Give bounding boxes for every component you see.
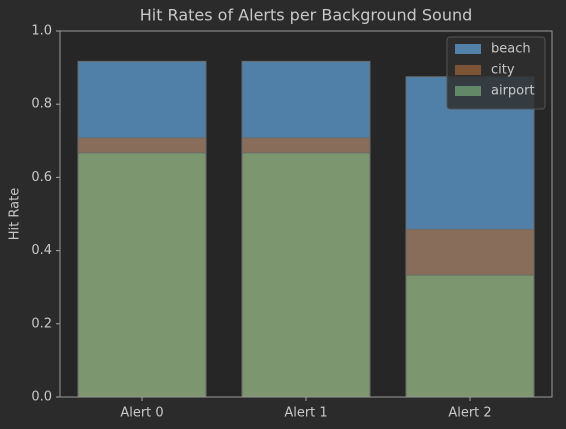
x-tick-label: Alert 1 <box>284 406 327 421</box>
y-tick-label: 0.6 <box>31 170 52 185</box>
legend-label: beach <box>491 42 531 57</box>
bar <box>241 152 371 398</box>
y-axis-label: Hit Rate <box>8 188 23 240</box>
y-tick-label: 0.4 <box>31 243 52 258</box>
y-tick-label: 0.8 <box>31 97 52 112</box>
plot-frame <box>59 30 553 398</box>
y-tick-label: 1.0 <box>31 24 52 39</box>
bar <box>77 152 207 398</box>
y-tick-label: 0.2 <box>31 316 52 331</box>
x-tick-label: Alert 2 <box>448 406 491 421</box>
legend-label: airport <box>491 84 535 99</box>
y-tick-label: 0.0 <box>31 390 52 405</box>
legend-swatch <box>455 44 481 54</box>
x-tick-label: Alert 0 <box>120 406 163 421</box>
bar <box>405 274 535 398</box>
chart-title: Hit Rates of Alerts per Background Sound <box>140 6 473 25</box>
legend-swatch <box>455 65 481 75</box>
legend-swatch <box>455 86 481 96</box>
legend-label: city <box>491 63 515 78</box>
